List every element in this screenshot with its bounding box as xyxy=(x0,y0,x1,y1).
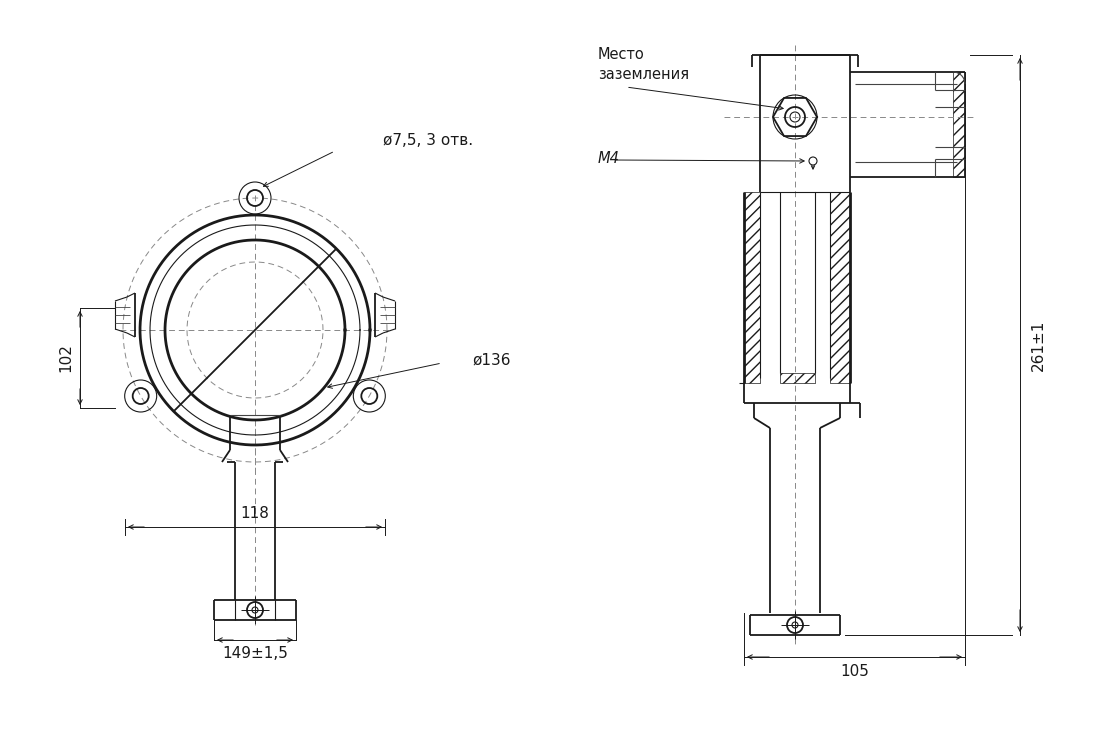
Bar xyxy=(780,373,815,383)
Text: Место
заземления: Место заземления xyxy=(598,47,689,82)
Text: 149±1,5: 149±1,5 xyxy=(222,647,288,662)
Text: 118: 118 xyxy=(241,507,270,522)
Bar xyxy=(953,72,965,177)
Bar xyxy=(830,192,850,383)
Bar xyxy=(744,192,760,383)
Text: 261±1: 261±1 xyxy=(1031,320,1045,371)
Text: ø136: ø136 xyxy=(472,352,510,367)
Text: 102: 102 xyxy=(58,343,74,372)
Text: M4: M4 xyxy=(598,150,620,165)
Text: 105: 105 xyxy=(840,664,869,679)
Text: ø7,5, 3 отв.: ø7,5, 3 отв. xyxy=(383,133,473,148)
